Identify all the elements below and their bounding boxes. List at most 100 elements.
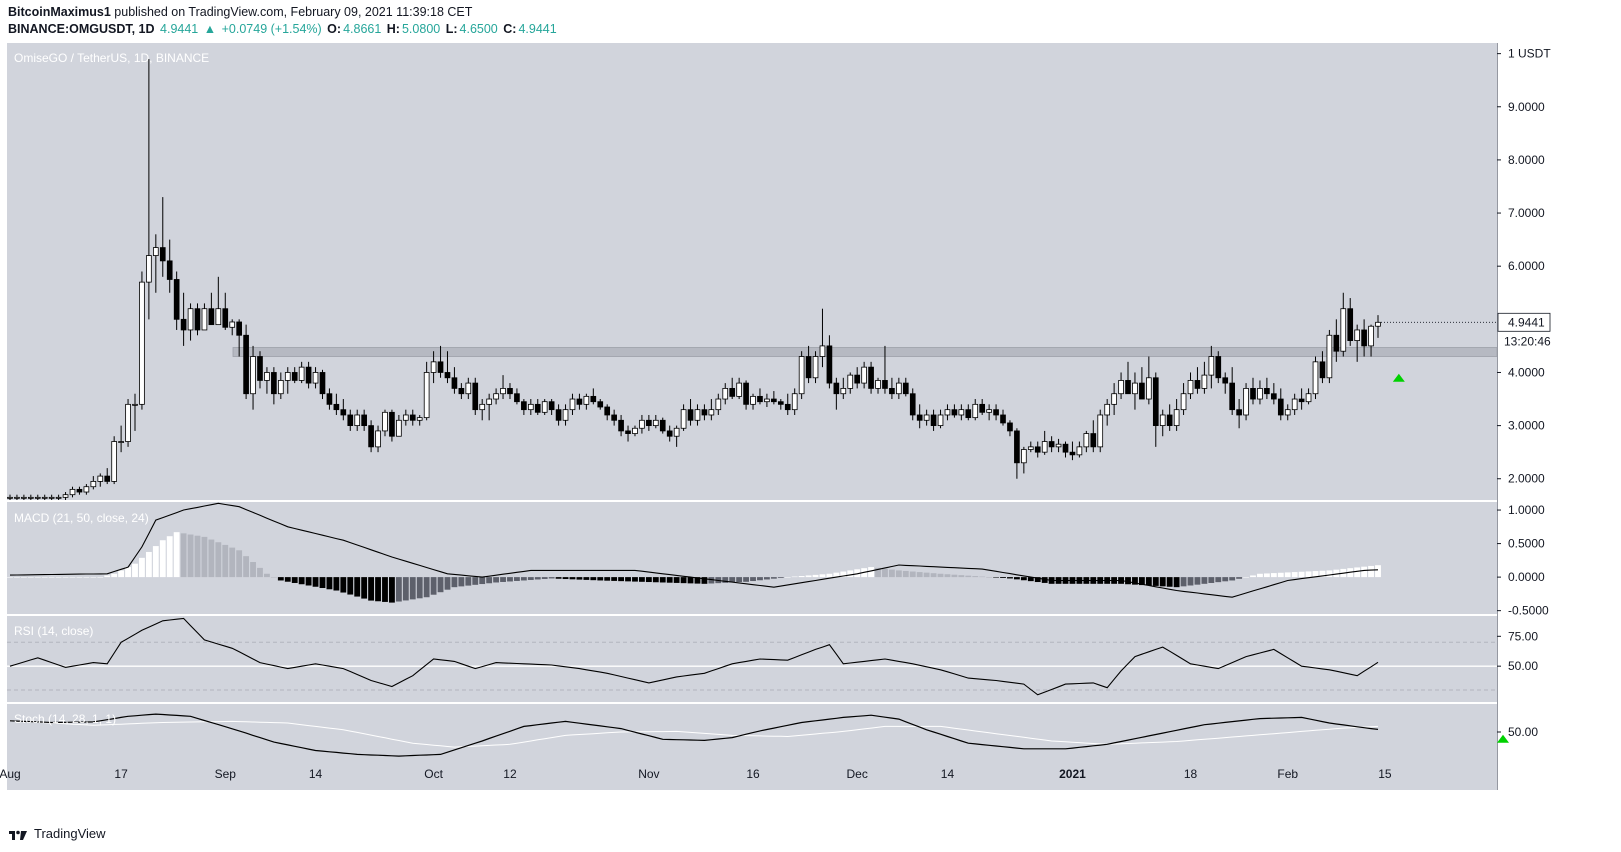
candle-down [729,388,736,397]
candle-down [76,488,83,493]
candle-up [673,427,680,437]
macd-histogram-bar [1180,577,1187,587]
candle-up [21,496,27,499]
candle-down [104,475,111,482]
candle-down [319,372,326,395]
pane-0-background [7,43,1497,500]
macd-histogram-bar [458,577,465,587]
macd-histogram-bar [1208,577,1215,583]
macd-histogram-bar [1291,572,1298,578]
candle-down [180,318,187,331]
candle-down [597,401,604,408]
macd-histogram-bar [194,535,201,578]
candle-up [798,356,805,395]
candle-up [90,481,97,488]
macd-histogram-bar [173,532,180,578]
candle-down [1194,380,1201,389]
rsi-title: RSI (14, close) [14,624,93,638]
candle-up [430,361,437,373]
candle-up [277,380,284,395]
candle-up [840,388,847,395]
macd-histogram-bar [1263,573,1270,578]
macd-histogram-bar [1173,577,1180,588]
candle-down [1347,308,1354,341]
macd-histogram-bar [784,577,791,578]
candle-down [1034,446,1041,453]
candle-down [771,398,777,403]
candle-up [812,356,819,379]
candle-down [1333,334,1340,352]
macd-histogram-bar [875,567,881,578]
candle-down [833,382,840,395]
candle-down [340,409,347,416]
candle-down [777,401,784,405]
candle-down [1139,382,1145,400]
stoch-title: Stoch (14, 28, 1, 1) [14,712,116,726]
macd-histogram-bar [264,573,270,578]
time-axis-label: Dec [847,767,868,781]
candle-down [472,382,479,411]
macd-histogram-bar [805,575,812,578]
candle-down [646,419,652,427]
macd-histogram-bar [590,577,597,581]
high-label: H: [386,22,400,36]
candle-down [805,356,812,379]
macd-histogram-bar [1187,577,1194,586]
macd-histogram-bar [701,577,708,584]
candle-down [1236,409,1242,416]
candle-down [1090,433,1097,448]
candle-down [930,414,937,427]
macd-histogram-bar [1298,571,1305,578]
candle-up [97,475,104,482]
macd-histogram-bar [437,577,444,593]
candle-down [979,403,986,413]
candle-up [861,366,867,384]
macd-histogram-bar [69,577,76,578]
candle-down [257,356,263,381]
candle-down [548,401,555,411]
candle-down [576,398,583,405]
macd-histogram-bar [541,577,548,579]
candle-up [1208,356,1215,376]
macd-histogram-bar [1041,577,1048,583]
macd-histogram-bar [1243,577,1249,578]
macd-histogram-bar [569,577,576,580]
candle-down [1215,356,1222,379]
macd-histogram-bar [368,577,375,601]
candle-down [1152,377,1159,427]
candle-up [479,403,486,411]
candle-down [1007,422,1013,432]
macd-histogram-bar [389,577,395,603]
macd-histogram-bar [423,577,430,598]
macd-histogram-bar [847,570,854,578]
candle-down [1000,414,1006,424]
candle-up [354,414,361,427]
macd-histogram-bar [1277,572,1284,578]
macd-histogram-bar [250,562,256,578]
macd-histogram-bar [493,577,500,583]
macd-histogram-bar [375,577,381,602]
candle-up [1104,403,1111,416]
macd-axis-label: 0.0000 [1508,570,1545,584]
macd-histogram-bar [965,575,972,578]
macd-title: MACD (21, 50, close, 24) [14,511,149,525]
candle-up [632,427,638,434]
author-name[interactable]: BitcoinMaximus1 [8,5,111,19]
candle-down [271,372,277,395]
rsi-line [9,617,1379,696]
macd-histogram-bar [402,577,409,601]
stoch-green-arrow-marker-icon [1496,734,1509,743]
candle-down [889,388,895,395]
macd-histogram-bar [326,577,333,590]
candle-down [222,308,229,328]
candle-up [1354,329,1360,341]
macd-histogram-bar [7,577,13,578]
candle-up [48,496,55,499]
candle-up [62,494,69,498]
candle-up [1257,388,1263,400]
macd-histogram-bar [902,570,909,578]
stoch-d-line [9,720,1379,748]
footer-brand[interactable]: TradingView [34,826,106,841]
macd-histogram-bar [736,577,743,583]
